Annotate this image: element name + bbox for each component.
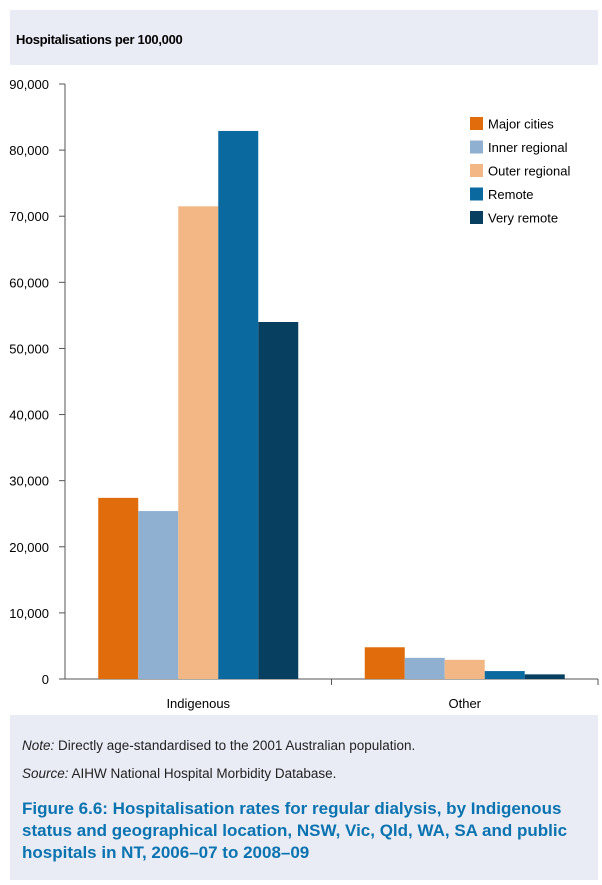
legend-swatch	[470, 117, 483, 130]
chart-source: Source: AIHW National Hospital Morbidity…	[22, 766, 336, 781]
bar-major-cities-indigenous	[98, 497, 139, 679]
legend-label: Remote	[488, 187, 534, 202]
y-tick-label: 90,000	[9, 77, 49, 92]
bar-major-cities-other	[364, 647, 405, 679]
figure-caption: Figure 6.6: Hospitalisation rates for re…	[22, 799, 568, 862]
source-label: Source:	[22, 766, 69, 781]
legend-label: Outer regional	[488, 164, 570, 179]
y-tick-label: 30,000	[9, 474, 49, 489]
bar-outer-regional-other	[444, 659, 485, 679]
legend-label: Inner regional	[488, 140, 568, 155]
legend-swatch	[470, 187, 483, 201]
bar-very-remote-indigenous	[258, 322, 299, 679]
bar-remote-indigenous	[218, 130, 259, 679]
y-axis-title: Hospitalisations per 100,000	[16, 32, 183, 47]
legend-label: Very remote	[488, 211, 558, 226]
y-tick-label: 60,000	[9, 275, 49, 290]
y-tick-label: 0	[42, 672, 49, 687]
y-tick-label: 50,000	[9, 341, 49, 356]
x-category-label: Indigenous	[166, 696, 230, 711]
y-tick-label: 40,000	[9, 408, 49, 423]
bar-remote-other	[484, 671, 525, 679]
bar-very-remote-other	[524, 674, 565, 679]
bar-outer-regional-indigenous	[178, 206, 219, 680]
source-text: AIHW National Hospital Morbidity Databas…	[68, 766, 337, 781]
bar-inner-regional-indigenous	[138, 511, 179, 679]
y-tick-label: 10,000	[9, 606, 49, 621]
legend-swatch	[470, 140, 483, 154]
x-category-label: Other	[448, 696, 481, 711]
note-text: Directly age-standardised to the 2001 Au…	[54, 738, 416, 753]
bar-inner-regional-other	[404, 657, 445, 679]
legend-swatch	[470, 164, 483, 177]
note-label: Note:	[22, 738, 55, 753]
legend-label: Major cities	[488, 117, 554, 132]
y-tick-label: 80,000	[9, 143, 49, 158]
chart-note: Note: Directly age-standardised to the 2…	[22, 738, 415, 753]
legend-swatch	[470, 211, 483, 224]
y-tick-label: 70,000	[9, 209, 49, 224]
y-tick-label: 20,000	[9, 540, 49, 555]
